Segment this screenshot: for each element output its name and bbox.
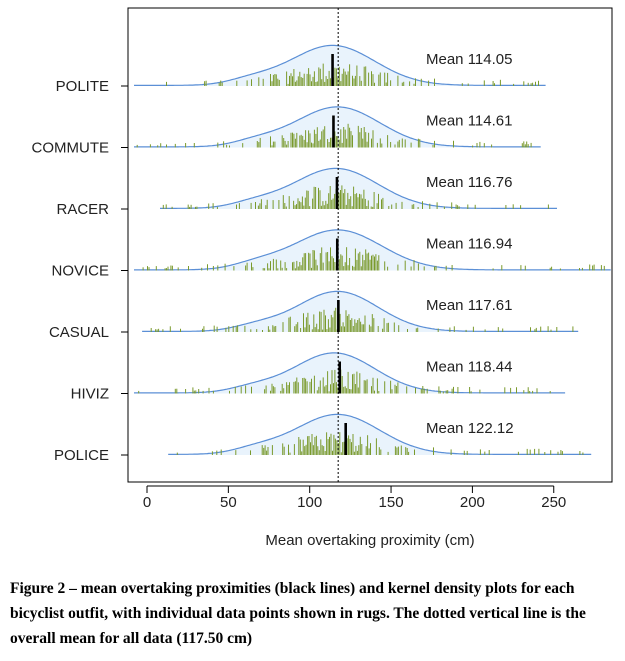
y-tick-label: COMMUTE bbox=[32, 140, 110, 157]
mean-label: Mean 114.61 bbox=[426, 113, 512, 130]
density-fill bbox=[142, 291, 579, 332]
x-tick-label: 150 bbox=[379, 494, 404, 511]
rug-polite bbox=[166, 63, 539, 86]
density-curve bbox=[134, 352, 566, 394]
density-fill bbox=[133, 229, 611, 271]
rug-police bbox=[176, 432, 584, 455]
density-fill bbox=[133, 45, 546, 86]
mean-label: Mean 116.94 bbox=[426, 236, 512, 253]
rug-hiviz bbox=[138, 369, 551, 394]
x-tick-label: 50 bbox=[220, 494, 237, 511]
y-tick-label: RACER bbox=[56, 201, 109, 218]
density-curve bbox=[168, 413, 592, 455]
x-tick-label: 250 bbox=[541, 494, 566, 511]
x-tick-label: 100 bbox=[297, 494, 322, 511]
y-tick-label: CASUAL bbox=[49, 324, 109, 341]
density-curve bbox=[142, 290, 579, 332]
ridge-casual: Mean 117.61 bbox=[142, 290, 579, 332]
density-curve bbox=[134, 44, 546, 86]
x-tick-label: 0 bbox=[143, 494, 151, 511]
ridge-police: Mean 122.12 bbox=[168, 413, 592, 455]
ridge-hiviz: Mean 118.44 bbox=[133, 352, 566, 394]
density-fill bbox=[133, 352, 566, 394]
x-tick-label: 200 bbox=[460, 494, 485, 511]
mean-label: Mean 116.76 bbox=[426, 174, 512, 191]
mean-label: Mean 117.61 bbox=[426, 297, 512, 314]
ridge-racer: Mean 116.76 bbox=[160, 167, 558, 209]
density-fill bbox=[160, 168, 558, 209]
rug-novice bbox=[142, 247, 605, 271]
y-tick-label: HIVIZ bbox=[71, 386, 109, 403]
rug-casual bbox=[150, 307, 574, 332]
ridges-group: Mean 114.05 Mean 114.61 Mean 116.76 Mean 11… bbox=[133, 44, 611, 455]
mean-label: Mean 122.12 bbox=[426, 420, 514, 437]
ridge-novice: Mean 116.94 bbox=[133, 229, 611, 271]
density-curve bbox=[160, 167, 557, 209]
mean-label: Mean 114.05 bbox=[426, 51, 512, 68]
y-tick-label: POLITE bbox=[56, 78, 109, 95]
rug-racer bbox=[162, 185, 549, 209]
figure-caption: Figure 2 – mean overtaking proximities (… bbox=[10, 580, 586, 647]
mean-label: Mean 118.44 bbox=[426, 359, 512, 376]
x-axis: 0 50 100 150 200 250 bbox=[143, 485, 566, 511]
rug-commute bbox=[136, 123, 532, 148]
density-ridgeline-chart: Mean 114.05 Mean 114.61 Mean 116.76 Mean 11… bbox=[32, 7, 613, 549]
y-axis: POLITE COMMUTE RACER NOVICE CASUAL HIVIZ POLIC… bbox=[32, 78, 128, 464]
y-tick-label: POLICE bbox=[54, 447, 109, 464]
density-fill bbox=[168, 414, 592, 455]
x-axis-title: Mean overtaking proximity (cm) bbox=[265, 532, 474, 549]
ridge-polite: Mean 114.05 bbox=[133, 44, 546, 86]
plot-frame bbox=[127, 7, 613, 483]
density-fill bbox=[133, 106, 541, 148]
y-tick-label: NOVICE bbox=[51, 263, 109, 280]
ridge-commute: Mean 114.61 bbox=[133, 106, 541, 148]
